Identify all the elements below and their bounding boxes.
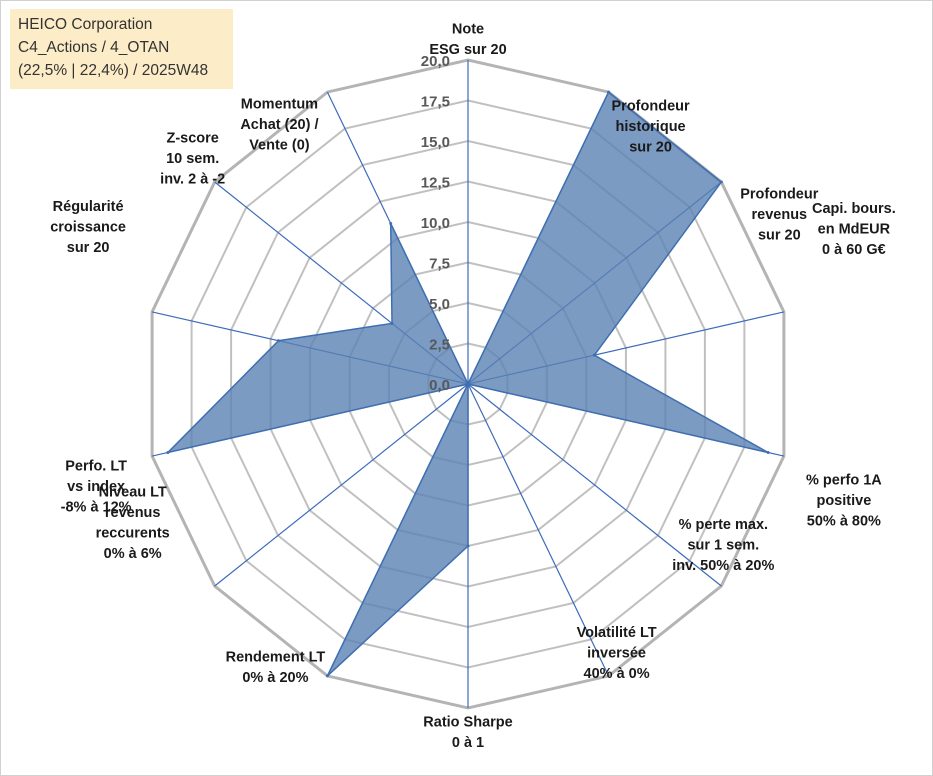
axis-label-line: -8% à 12% [61,499,132,515]
tick-label-8: 20,0 [421,53,450,70]
axis-label-5: % perte max. sur 1 sem. inv. 50% à 20% [672,517,774,574]
axis-label-13: Momentum Achat (20) / Vente (0) [240,96,318,153]
axis-label-line: Niveau LT [99,484,167,500]
tick-label-5: 12,5 [421,175,450,192]
axis-label-line: historique [616,119,686,135]
axis-label-4: % perfo 1A positive 50% à 80% [806,472,882,529]
axis-label-line: 0 à 1 [452,735,484,751]
axis-label-layer: Note ESG sur 20 Profondeur historique sur 20… [50,21,896,751]
axis-label-line: Achat (20) / [240,117,318,133]
axis-label-line: inv. 2 à -2 [160,171,225,187]
axis-label-2: Profondeur revenus sur 20 [740,186,818,243]
tick-label-4: 10,0 [421,215,450,232]
axis-label-line: vs index [67,479,125,495]
axis-spoke-6 [467,383,610,677]
axis-label-line: Volatilité LT [577,625,657,641]
axis-label-10: Perfo. LT vs index -8% à 12% [61,458,132,515]
axis-label-line: Z-score [166,130,218,146]
data-point-1 [607,90,611,94]
axis-label-line: 0% à 20% [242,670,308,686]
axis-spoke-5 [467,383,722,587]
score-week: (22,5% | 22,4%) / 2025W48 [18,62,209,79]
axis-label-line: Capi. bours. [812,201,896,217]
axis-label-0: Note ESG sur 20 [429,21,506,58]
title-badge: HEICO Corporation C4_Actions / 4_OTAN (2… [10,9,233,89]
data-point-8 [325,674,329,678]
axis-label-line: croissance [50,219,126,235]
axis-label-line: Profondeur [740,186,818,202]
axis-label-line: % perfo 1A [806,472,882,488]
axis-label-line: Profondeur [612,98,690,114]
data-point-11 [276,339,280,343]
tick-label-2: 5,0 [429,296,450,313]
axis-label-12: Z-score 10 sem. inv. 2 à -2 [160,130,225,187]
axis-label-line: 0% à 6% [104,546,162,562]
axis-label-line: Perfo. LT [65,458,127,474]
tick-layer: 0,0 2,5 5,0 7,5 10,0 12,5 15,0 17,5 20,0 [421,53,450,394]
axis-label-7: Ratio Sharpe 0 à 1 [423,714,512,751]
tick-label-3: 7,5 [429,256,450,273]
data-point-12 [390,321,394,325]
axis-label-line: sur 20 [629,139,672,155]
axis-label-line: sur 1 sem. [687,537,759,553]
axis-label-3: Capi. bours. en MdEUR 0 à 60 G€ [812,201,896,258]
series-layer [165,90,770,678]
tick-label-1: 2,5 [429,337,450,354]
axis-label-line: Momentum [241,96,318,112]
axis-label-line: 40% à 0% [584,666,650,682]
axis-label-line: ESG sur 20 [429,42,506,58]
axis-label-line: % perte max. [679,517,768,533]
axis-label-line: en MdEUR [818,221,891,237]
data-point-10 [166,450,170,454]
axis-label-9: Niveau LT revenus reccurents 0% à 6% [96,484,170,562]
axis-label-line: Rendement LT [226,649,326,665]
axis-label-line: revenus [105,505,161,521]
axis-label-1: Profondeur historique sur 20 [612,98,690,155]
tick-label-0: 0,0 [429,377,450,394]
axis-label-6: Volatilité LT inversée 40% à 0% [577,625,657,682]
axis-label-line: reccurents [96,525,170,541]
axis-label-line: 10 sem. [166,151,219,167]
axis-label-11: Régularité croissance sur 20 [50,199,126,256]
data-point-7 [466,544,470,548]
axis-label-line: Note [452,21,484,37]
data-point-13 [389,221,393,225]
axis-label-line: 50% à 80% [807,513,881,529]
axis-label-line: 0 à 60 G€ [822,242,886,258]
data-point-2 [719,180,723,184]
tick-label-6: 15,0 [421,134,450,151]
axis-label-line: Ratio Sharpe [423,714,512,730]
axis-label-line: inversée [587,645,646,661]
axis-spoke-9 [214,383,469,587]
data-point-3 [592,353,596,357]
portfolio-path: C4_Actions / 4_OTAN [18,39,170,56]
axis-label-line: revenus [752,207,808,223]
axis-label-8: Rendement LT 0% à 20% [226,649,326,686]
data-point-4 [766,450,770,454]
axis-label-line: Vente (0) [249,137,310,153]
axis-label-line: Régularité [53,199,124,215]
axis-label-line: sur 20 [67,240,110,256]
axis-label-line: inv. 50% à 20% [672,558,774,574]
tick-label-7: 17,5 [421,94,450,111]
axis-label-line: positive [816,493,871,509]
company-name: HEICO Corporation [18,16,153,33]
axis-label-line: sur 20 [758,227,801,243]
data-point-9 [466,382,470,386]
